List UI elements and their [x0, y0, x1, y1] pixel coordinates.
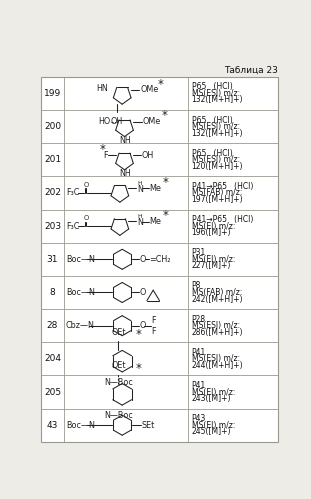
Text: 8: 8 [49, 288, 55, 297]
Text: 204: 204 [44, 354, 61, 363]
Text: P8: P8 [192, 281, 201, 290]
Text: P41→P65   (HCl): P41→P65 (HCl) [192, 182, 253, 191]
Text: O: O [139, 321, 146, 330]
Text: MS(ESI) m/z:: MS(ESI) m/z: [192, 321, 240, 330]
Text: MS(ESI) m/z:: MS(ESI) m/z: [192, 354, 240, 363]
Text: O: O [84, 182, 89, 188]
Text: OMe: OMe [140, 85, 158, 94]
Text: 43: 43 [47, 421, 58, 430]
Text: N—Boc: N—Boc [104, 378, 133, 387]
Text: 132([M+H]+): 132([M+H]+) [192, 129, 243, 138]
Text: NH: NH [119, 169, 131, 178]
Text: MS(EI) m/z:: MS(EI) m/z: [192, 255, 235, 264]
Text: 245([M]+): 245([M]+) [192, 427, 231, 436]
Text: P41: P41 [192, 381, 206, 390]
Text: NH: NH [119, 136, 131, 145]
Text: 202: 202 [44, 189, 61, 198]
Text: 120([M+H]+): 120([M+H]+) [192, 162, 243, 171]
Text: 28: 28 [47, 321, 58, 330]
Text: N—Boc: N—Boc [104, 411, 133, 420]
Text: Таблица 23: Таблица 23 [224, 65, 278, 74]
Text: SEt: SEt [142, 421, 155, 430]
Text: N: N [137, 185, 143, 194]
Text: F₃C: F₃C [66, 222, 79, 231]
Text: 201: 201 [44, 155, 61, 164]
Text: O: O [139, 288, 146, 297]
Text: *: * [162, 209, 168, 222]
Text: 205: 205 [44, 388, 61, 397]
Text: OH: OH [142, 151, 154, 160]
Text: OH: OH [111, 116, 123, 126]
Text: 242([M+H]+): 242([M+H]+) [192, 294, 243, 303]
Text: OMe: OMe [142, 117, 160, 126]
Text: MS(EI) m/z:: MS(EI) m/z: [192, 388, 235, 397]
Text: P65   (HCl): P65 (HCl) [192, 149, 232, 158]
Text: F: F [151, 326, 156, 335]
Text: *: * [100, 143, 106, 156]
Text: F: F [103, 151, 108, 160]
Text: P31: P31 [192, 249, 206, 257]
Text: MS(FAB) m/z:: MS(FAB) m/z: [192, 288, 242, 297]
Text: MS(ESI) m/z:: MS(ESI) m/z: [192, 155, 240, 164]
Text: Cbz—N: Cbz—N [66, 321, 95, 330]
Text: 196([M]+): 196([M]+) [192, 228, 231, 237]
Text: *: * [158, 78, 164, 91]
Text: 244([M+H]+): 244([M+H]+) [192, 361, 243, 370]
Text: HO: HO [98, 117, 110, 126]
Text: *: * [162, 109, 168, 122]
Text: P41→P65   (HCl): P41→P65 (HCl) [192, 215, 253, 224]
Text: N: N [137, 218, 143, 227]
Text: F: F [151, 316, 156, 325]
Text: Boc—N: Boc—N [66, 255, 95, 264]
Text: 197([M+H]+): 197([M+H]+) [192, 195, 243, 204]
Text: *: * [136, 362, 142, 375]
Text: O: O [84, 216, 89, 222]
Text: MS(EI) m/z:: MS(EI) m/z: [192, 421, 235, 430]
Text: MS(FAB) m/z:: MS(FAB) m/z: [192, 189, 242, 198]
Text: MS(EI) m/z:: MS(EI) m/z: [192, 222, 235, 231]
Text: P65   (HCl): P65 (HCl) [192, 82, 232, 91]
Text: H: H [137, 181, 142, 186]
Text: P43: P43 [192, 414, 206, 423]
Text: 200: 200 [44, 122, 61, 131]
Text: MS(ESI) m/z:: MS(ESI) m/z: [192, 122, 240, 131]
Text: *: * [162, 176, 168, 189]
Text: 286([M+H]+): 286([M+H]+) [192, 328, 243, 337]
Text: MS(ESI) m/z:: MS(ESI) m/z: [192, 89, 240, 98]
Text: Boc—N: Boc—N [66, 288, 95, 297]
Text: Boc—N: Boc—N [66, 421, 95, 430]
Text: *: * [136, 328, 142, 341]
Text: =CH₂: =CH₂ [149, 255, 171, 264]
Text: 203: 203 [44, 222, 61, 231]
Text: 243([M]+): 243([M]+) [192, 394, 231, 403]
Text: Me: Me [149, 217, 161, 226]
Text: O: O [139, 255, 146, 264]
Text: 132([M+H]+): 132([M+H]+) [192, 95, 243, 104]
Text: H: H [137, 215, 142, 220]
Text: Me: Me [149, 184, 161, 193]
Text: P65   (HCl): P65 (HCl) [192, 116, 232, 125]
Text: OEt: OEt [111, 327, 126, 336]
Text: P28: P28 [192, 315, 206, 324]
Text: 199: 199 [44, 89, 61, 98]
Text: OEt: OEt [111, 361, 126, 370]
Text: 31: 31 [47, 255, 58, 264]
Text: F₃C: F₃C [66, 189, 79, 198]
Text: P41: P41 [192, 348, 206, 357]
Text: HN: HN [96, 83, 108, 92]
Text: 227([M]+): 227([M]+) [192, 261, 231, 270]
